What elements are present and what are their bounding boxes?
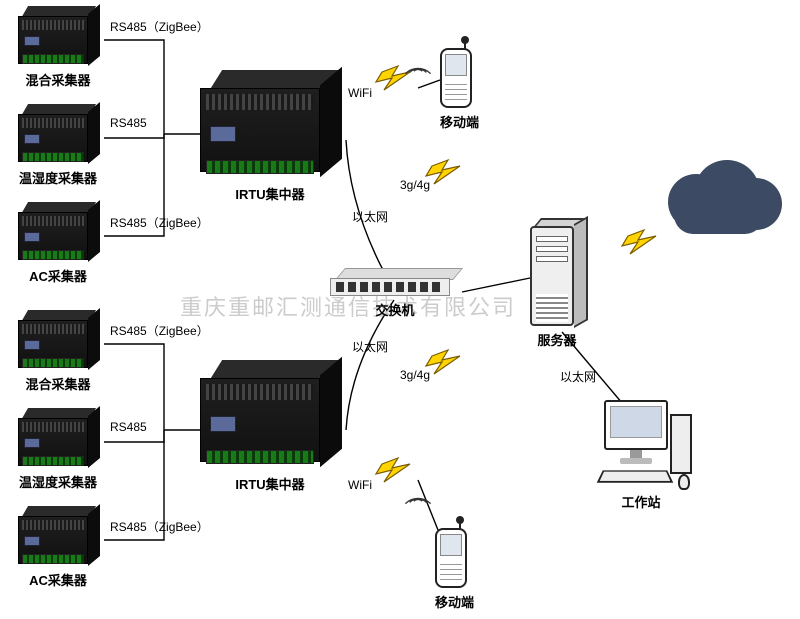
link-label-eth: 以太网 [352,338,388,355]
collector-node: AC采集器 [18,202,98,285]
link-label-wifi: WiFi [348,86,372,100]
mobile-label: 移动端 [435,592,474,611]
server-label: 服务器 [526,330,588,349]
plc-icon [18,6,98,68]
plc-large-icon [200,70,340,180]
concentrator-node: IRTU集中器 [200,70,340,203]
lightning-bolt-icon [426,160,460,184]
concentrator-node: IRTU集中器 [200,360,340,493]
collector-label: 温湿度采集器 [18,168,98,187]
lightning-bolt-icon [376,458,410,482]
plc-large-icon [200,360,340,470]
conn-protocol-label: RS485 [110,116,147,130]
conn-protocol-label: RS485（ZigBee） [110,322,209,339]
phone-icon [435,520,471,590]
collector-node: 混合采集器 [18,6,98,89]
collector-node: 温湿度采集器 [18,408,98,491]
switch-label: 交换机 [330,300,460,319]
mobile-node: 移动端 [435,520,474,611]
lightning-bolt-icon [426,350,460,374]
plc-icon [18,310,98,372]
collector-node: AC采集器 [18,506,98,589]
link-label-g34: 3g/4g [400,178,430,192]
plc-icon [18,202,98,264]
concentrator-label: IRTU集中器 [200,184,340,203]
link-label-g34: 3g/4g [400,368,430,382]
collector-node: 混合采集器 [18,310,98,393]
switch-icon [330,268,460,298]
link-label-eth: 以太网 [352,208,388,225]
cloud-node [660,160,780,235]
workstation-label: 工作站 [586,492,696,511]
network-switch: 交换机 [330,268,460,319]
plc-icon [18,408,98,470]
conn-protocol-label: RS485（ZigBee） [110,214,209,231]
mobile-node: 移动端 [440,40,479,131]
collector-node: 温湿度采集器 [18,104,98,187]
workstation-node: 工作站 [586,400,696,511]
lightning-bolt-icon [376,66,410,90]
link-label-wifi: WiFi [348,478,372,492]
lightning-bolt-icon [622,230,656,254]
server-node: 服务器 [530,218,588,349]
server-icon [530,218,588,328]
conn-protocol-label: RS485 [110,420,147,434]
collector-label: 混合采集器 [18,374,98,393]
collector-label: AC采集器 [18,266,98,285]
phone-icon [440,40,476,110]
concentrator-label: IRTU集中器 [200,474,340,493]
collector-label: AC采集器 [18,570,98,589]
workstation-icon [586,400,696,490]
collector-label: 温湿度采集器 [18,472,98,491]
link-label-eth: 以太网 [560,368,596,385]
conn-protocol-label: RS485（ZigBee） [110,18,209,35]
plc-icon [18,104,98,166]
cloud-icon [660,160,780,235]
conn-protocol-label: RS485（ZigBee） [110,518,209,535]
collector-label: 混合采集器 [18,70,98,89]
plc-icon [18,506,98,568]
mobile-label: 移动端 [440,112,479,131]
